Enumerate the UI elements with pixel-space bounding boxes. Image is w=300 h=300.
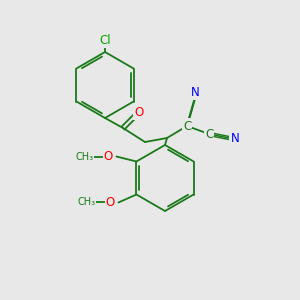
Text: N: N <box>231 131 239 145</box>
Text: O: O <box>134 106 144 118</box>
Text: O: O <box>104 150 113 163</box>
Text: Cl: Cl <box>99 34 111 46</box>
Text: C: C <box>205 128 213 140</box>
Text: CH₃: CH₃ <box>77 197 95 208</box>
Text: O: O <box>106 196 115 209</box>
Text: CH₃: CH₃ <box>75 152 94 161</box>
Text: C: C <box>183 119 191 133</box>
Text: N: N <box>190 85 200 98</box>
